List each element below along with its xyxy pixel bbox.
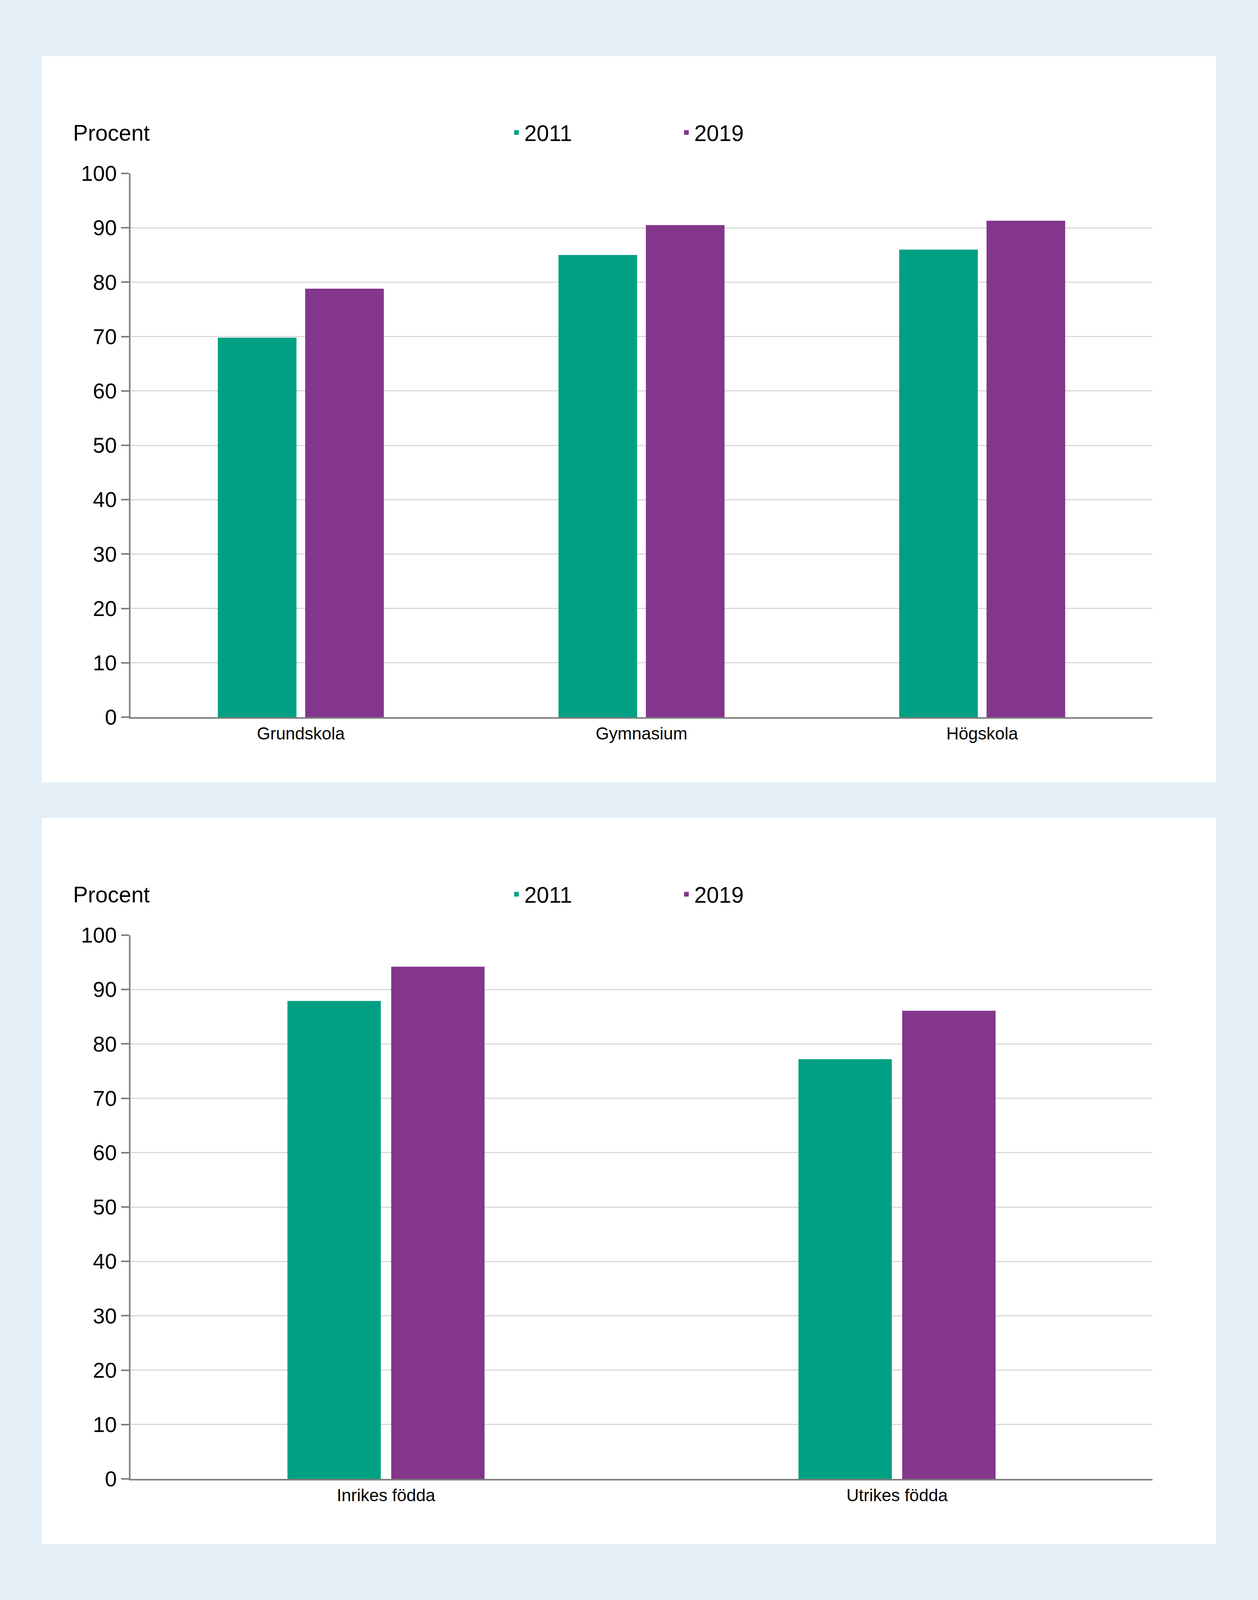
svg-text:30: 30 <box>92 1304 117 1329</box>
svg-text:2011: 2011 <box>524 120 573 146</box>
svg-text:80: 80 <box>92 1032 117 1057</box>
svg-text:70: 70 <box>92 1086 117 1111</box>
svg-text:10: 10 <box>92 1412 117 1437</box>
svg-text:100: 100 <box>80 923 117 948</box>
svg-text:Utrikes födda: Utrikes födda <box>846 1485 948 1505</box>
svg-text:Gymnasium: Gymnasium <box>595 723 688 744</box>
svg-text:Inrikes födda: Inrikes födda <box>336 1485 436 1505</box>
svg-text:60: 60 <box>92 1140 117 1166</box>
svg-text:20: 20 <box>92 596 117 621</box>
svg-text:0: 0 <box>104 705 117 730</box>
svg-text:100: 100 <box>80 161 117 186</box>
svg-text:2019: 2019 <box>694 882 744 908</box>
svg-text:50: 50 <box>92 1195 117 1220</box>
svg-text:40: 40 <box>92 1249 117 1274</box>
svg-text:Grundskola: Grundskola <box>256 723 345 744</box>
svg-text:50: 50 <box>92 433 117 458</box>
svg-text:30: 30 <box>92 542 117 567</box>
svg-text:Högskola: Högskola <box>946 723 1019 744</box>
svg-text:40: 40 <box>92 487 117 512</box>
svg-text:20: 20 <box>92 1358 117 1383</box>
svg-text:10: 10 <box>92 650 117 676</box>
svg-text:Procent: Procent <box>73 882 151 908</box>
svg-text:80: 80 <box>92 270 117 295</box>
svg-text:2011: 2011 <box>524 882 573 908</box>
svg-text:0: 0 <box>104 1467 117 1492</box>
svg-text:70: 70 <box>92 324 117 349</box>
svg-text:Procent: Procent <box>73 120 151 146</box>
svg-text:90: 90 <box>92 215 117 240</box>
svg-text:90: 90 <box>92 977 117 1002</box>
svg-text:60: 60 <box>92 378 117 404</box>
svg-text:2019: 2019 <box>694 120 744 146</box>
